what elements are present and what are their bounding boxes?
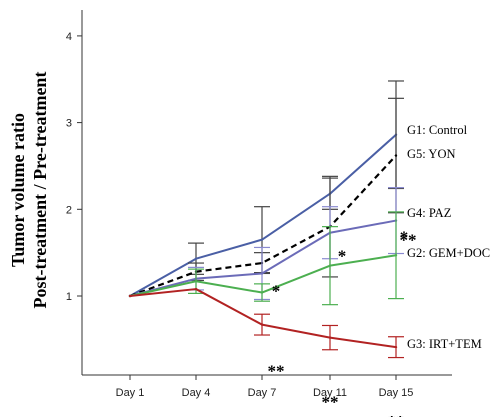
data-point bbox=[260, 272, 264, 275]
data-point bbox=[260, 238, 264, 241]
significance-stars: * bbox=[400, 228, 409, 247]
data-point bbox=[394, 345, 398, 349]
series-line bbox=[129, 219, 397, 297]
series-line bbox=[129, 254, 397, 297]
data-point bbox=[328, 336, 332, 339]
legend-label: G1: Control bbox=[407, 123, 468, 137]
significance-stars: ** bbox=[268, 362, 285, 381]
data-point bbox=[328, 264, 332, 267]
series-layer: *********** bbox=[128, 80, 417, 417]
series-4: ** ** ** bbox=[128, 287, 405, 417]
series-0 bbox=[128, 80, 404, 298]
y-tick-label: 2 bbox=[66, 204, 72, 216]
y-tick-label: 3 bbox=[66, 118, 72, 130]
legend-label: G2: GEM+DOC bbox=[407, 246, 490, 260]
x-tick-label: Day 15 bbox=[379, 387, 414, 399]
series-3: **** bbox=[128, 211, 417, 306]
data-point bbox=[260, 291, 264, 294]
y-tick-label: 1 bbox=[66, 291, 72, 303]
legend-labels: G1: Control G5: YON G4: PAZ G2: GEM+DOC G3: … bbox=[407, 123, 490, 351]
x-tick-label: Day 1 bbox=[116, 387, 145, 399]
axes bbox=[81, 10, 452, 376]
data-point bbox=[194, 257, 198, 260]
data-point bbox=[260, 323, 264, 326]
y-axis-label-line-1: Tumor volume ratio bbox=[8, 113, 28, 267]
data-point bbox=[394, 154, 398, 157]
y-ticks: 1 2 3 4 bbox=[66, 31, 82, 303]
y-axis-label: Tumor volume ratio Post-treatment / Pre-… bbox=[8, 72, 50, 309]
legend-label: G3: IRT+TEM bbox=[407, 337, 482, 351]
significance-stars: ** bbox=[388, 412, 405, 417]
significance-stars: * bbox=[272, 282, 281, 301]
legend-label: G5: YON bbox=[407, 147, 456, 161]
data-point bbox=[128, 294, 132, 298]
data-point bbox=[194, 280, 198, 283]
x-tick-label: Day 4 bbox=[182, 387, 211, 399]
series-2: * bbox=[128, 187, 409, 301]
series-1 bbox=[128, 97, 404, 298]
x-ticks: Day 1 Day 4 Day 7 Day 11 Day 15 bbox=[116, 375, 414, 399]
significance-stars: ** bbox=[400, 230, 417, 249]
legend-label: G4: PAZ bbox=[407, 206, 451, 220]
series-line bbox=[129, 288, 397, 349]
y-tick-label: 4 bbox=[66, 31, 72, 43]
significance-stars: * bbox=[338, 247, 347, 266]
data-point bbox=[194, 287, 198, 291]
data-point bbox=[394, 254, 398, 257]
x-tick-label: Day 11 bbox=[313, 387, 347, 399]
y-axis-label-line-2: Post-treatment / Pre-treatment bbox=[30, 72, 50, 309]
series-line bbox=[129, 154, 397, 298]
significance-stars: ** bbox=[322, 393, 339, 412]
x-tick-label: Day 7 bbox=[248, 387, 277, 399]
